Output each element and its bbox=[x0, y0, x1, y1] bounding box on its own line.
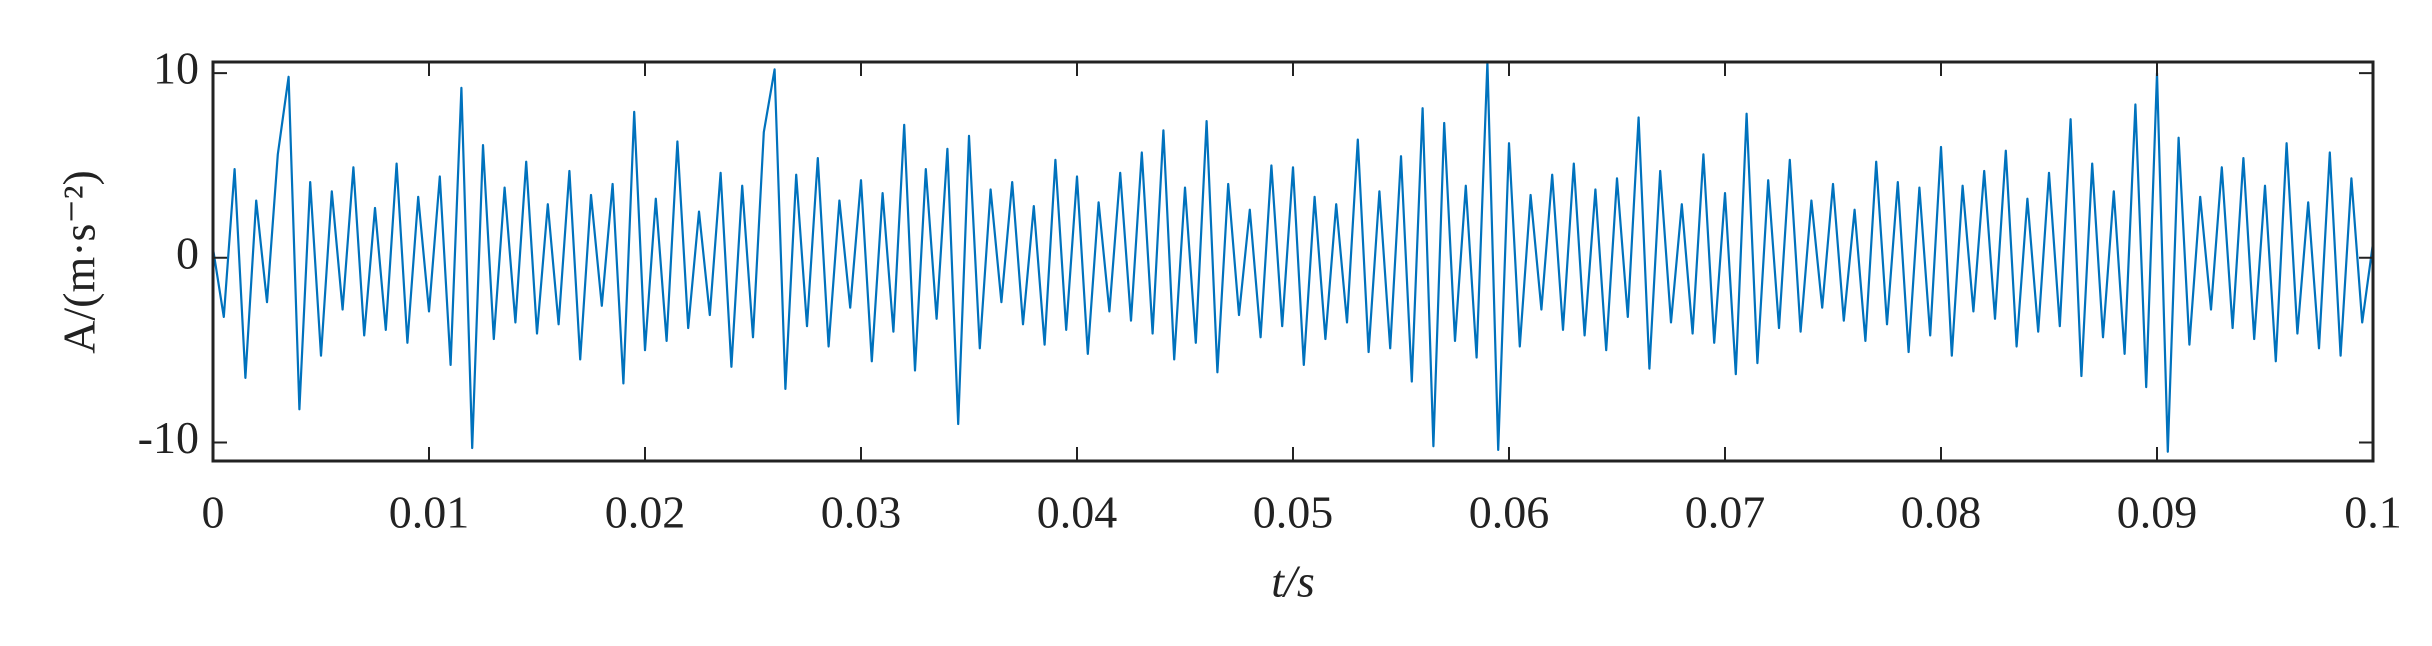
x-tick-label: 0.07 bbox=[1685, 487, 1766, 538]
y-tick-label: -10 bbox=[138, 412, 199, 463]
x-tick-label: 0.03 bbox=[821, 487, 902, 538]
x-tick-label: 0.08 bbox=[1901, 487, 1982, 538]
x-tick-label: 0.09 bbox=[2117, 487, 2198, 538]
y-tick-label: 0 bbox=[176, 227, 199, 278]
x-tick-label: 0.1 bbox=[2344, 487, 2402, 538]
x-tick-label: 0.05 bbox=[1253, 487, 1334, 538]
signal-line bbox=[211, 60, 2375, 453]
y-tick-label: 10 bbox=[153, 43, 199, 94]
x-tick-label: 0.02 bbox=[605, 487, 686, 538]
x-tick-label: 0.06 bbox=[1469, 487, 1550, 538]
y-axis-label: A/(m·s⁻²) bbox=[54, 170, 105, 354]
x-tick-label: 0.04 bbox=[1037, 487, 1118, 538]
x-tick-label: 0.01 bbox=[389, 487, 470, 538]
plot-frame bbox=[211, 60, 2375, 463]
x-axis-label: t/s bbox=[1271, 556, 1314, 607]
x-tick-label: 0 bbox=[202, 487, 225, 538]
